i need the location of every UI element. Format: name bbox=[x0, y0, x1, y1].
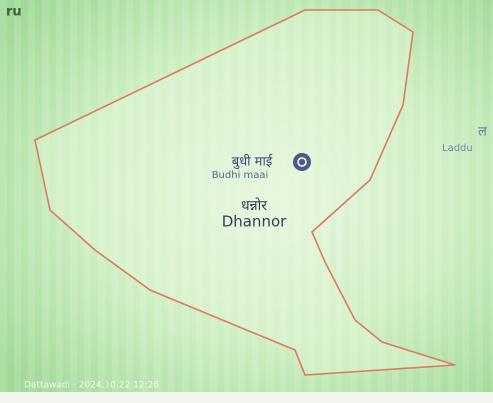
place-label: Dhannor bbox=[222, 213, 287, 231]
place-label-local: बुधी माई bbox=[232, 154, 273, 170]
place-label-local: ल bbox=[478, 125, 487, 140]
map-view: ru बुधी माई Budhi maai धन्नोर Dhannor ल … bbox=[0, 0, 493, 403]
photo-caption: Dattawadi · 2024.10.22 12:26 bbox=[24, 381, 159, 391]
page: {"map": { "corner_label": "ru", "places"… bbox=[0, 0, 493, 403]
bottom-margin bbox=[0, 392, 493, 403]
corner-label: ru bbox=[6, 5, 22, 20]
place-label-local: धन्नोर bbox=[241, 197, 267, 214]
place-label: Laddu bbox=[442, 143, 473, 154]
place-label: Budhi maai bbox=[212, 170, 269, 181]
place-icon[interactable] bbox=[293, 153, 311, 171]
place-icon-circle bbox=[293, 153, 311, 171]
